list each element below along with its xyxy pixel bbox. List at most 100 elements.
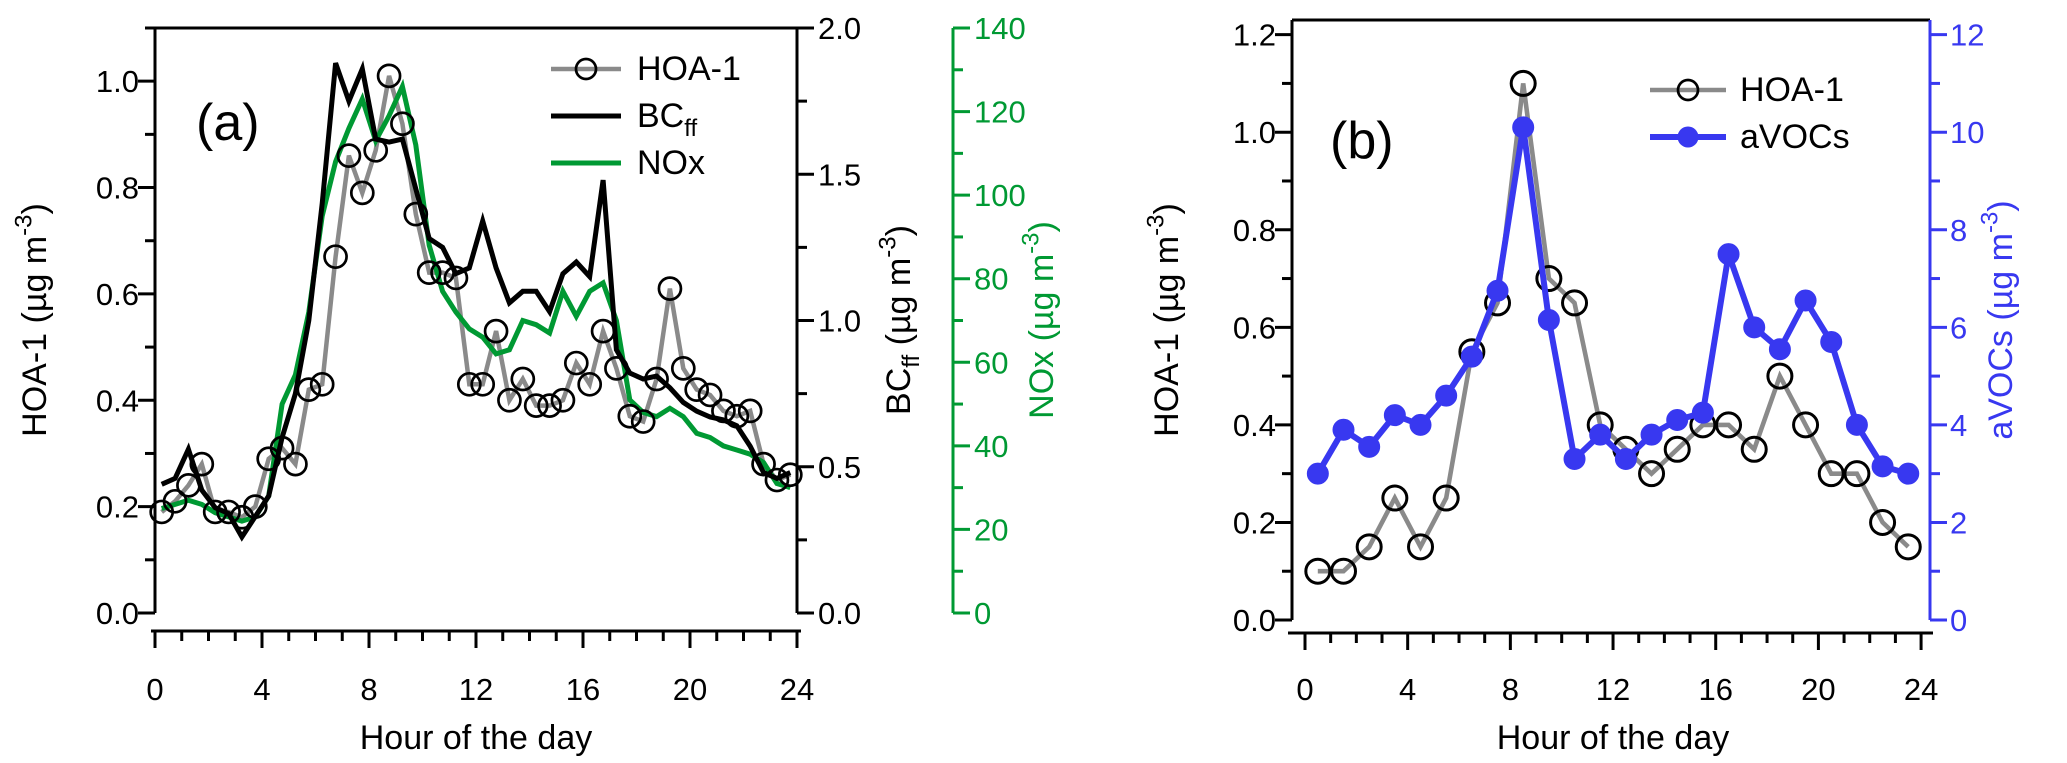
data-point <box>1766 362 1794 390</box>
data-point <box>1537 309 1560 331</box>
panel-a-series-BCff <box>160 60 792 542</box>
tick-label: 1.0 <box>96 64 139 99</box>
x-tick-label: 12 <box>1596 672 1630 707</box>
tick-label: 1.0 <box>1233 115 1276 150</box>
data-point <box>1330 557 1358 585</box>
data-point <box>1509 69 1537 97</box>
tick-label: 0.8 <box>96 171 139 206</box>
data-point <box>617 403 643 429</box>
panel-a-x-axis-title: Hour of the day <box>360 719 592 757</box>
panel-a-axes: 0.0 0.2 0.4 0.6 0.8 1.0 HOA-1 (µg m-3) 0.0 0.5 1.… <box>11 11 1061 631</box>
panel-a-series-HOA-1 <box>160 75 792 520</box>
tick-label: 0.2 <box>96 490 139 525</box>
x-tick-label: 24 <box>1904 672 1938 707</box>
data-point <box>430 260 455 285</box>
data-point <box>1740 435 1768 463</box>
data-point <box>537 393 562 418</box>
legend-filled-circle-icon <box>1677 126 1699 148</box>
data-point <box>323 244 348 270</box>
tick-label: 20 <box>974 512 1008 547</box>
legend-open-circle-icon <box>574 57 598 81</box>
data-point <box>336 143 362 168</box>
panel-a-axis-HOA: 0.0 0.2 0.4 0.6 0.8 1.0 <box>96 26 157 631</box>
legend-label: HOA-1 <box>1740 71 1844 109</box>
data-point <box>1355 533 1383 561</box>
data-point <box>1432 484 1460 512</box>
panel-b-series-HOA-1 <box>1317 83 1910 574</box>
tick-label: 1.5 <box>818 157 861 192</box>
data-point <box>1332 418 1355 441</box>
series-line-HOA-1 <box>1317 83 1910 574</box>
data-point <box>242 494 268 519</box>
panel-a-markers-HOA-1 <box>149 63 803 530</box>
x-tick-label: 16 <box>566 672 600 707</box>
data-point <box>1383 404 1406 427</box>
panel-b-x-axis: 0 4 8 12 16 20 24 Hour of the day <box>1288 631 1938 757</box>
tick-label: 0.8 <box>1233 213 1276 248</box>
data-point <box>590 318 616 344</box>
tick-label: 1.2 <box>1233 18 1276 53</box>
data-point <box>1768 338 1791 361</box>
legend-open-circle-icon <box>1676 78 1700 102</box>
panel-a-axis-title-HOA: HOA-1 (µg m-3) <box>11 203 54 437</box>
data-point <box>657 276 683 301</box>
data-point <box>1561 289 1589 317</box>
data-point <box>724 403 750 429</box>
panel-a-axis-BC: 0.0 0.5 1.0 1.5 2.0 <box>795 11 861 631</box>
panel-b-legend: HOA-1 aVOCs <box>1650 71 1850 156</box>
legend-label: HOA-1 <box>637 50 741 88</box>
tick-label: 0.5 <box>818 450 861 485</box>
x-tick-label: 0 <box>1296 672 1313 707</box>
tick-label: 8 <box>1950 213 1967 248</box>
tick-label: 0.6 <box>1233 310 1276 345</box>
series-line-HOA-1 <box>160 75 792 520</box>
tick-label: 120 <box>974 95 1026 130</box>
tick-label: 2 <box>1950 505 1967 540</box>
data-point <box>202 499 228 525</box>
data-point <box>563 350 589 376</box>
data-point <box>216 499 241 525</box>
data-point <box>751 451 776 477</box>
data-point <box>1843 460 1871 488</box>
panel-b-markers-aVOCs <box>1306 116 1920 485</box>
data-point <box>644 366 669 392</box>
data-point <box>1358 435 1381 458</box>
data-point <box>1381 484 1409 512</box>
data-point <box>1869 508 1897 536</box>
data-point <box>737 398 763 424</box>
data-point <box>1589 423 1612 446</box>
data-point <box>443 265 469 291</box>
data-point <box>1409 413 1432 436</box>
panel-b-label: (b) <box>1330 112 1394 170</box>
tick-label: 4 <box>1950 408 1967 443</box>
tick-label: 0.0 <box>818 596 861 631</box>
data-point <box>1460 345 1483 368</box>
data-point <box>1820 330 1843 353</box>
data-point <box>764 467 790 493</box>
data-point <box>1486 279 1509 302</box>
data-point <box>1638 460 1666 488</box>
data-point <box>470 371 496 397</box>
panel-b-axis-title-aVOC: aVOCs (µg m-3) <box>1977 200 2020 439</box>
data-point <box>697 382 723 408</box>
data-point <box>670 356 696 381</box>
x-tick-label: 24 <box>780 672 814 707</box>
data-point <box>1792 411 1820 439</box>
data-point <box>296 377 322 402</box>
x-tick-label: 4 <box>1399 672 1416 707</box>
data-point <box>1407 533 1435 561</box>
tick-label: 2.0 <box>818 11 861 46</box>
series-line-BCff <box>160 60 792 542</box>
tick-label: 6 <box>1950 310 1967 345</box>
x-tick-label: 0 <box>146 672 163 707</box>
data-point <box>630 409 656 434</box>
data-point <box>1817 460 1845 488</box>
data-point <box>1666 409 1689 431</box>
tick-label: 80 <box>974 262 1008 297</box>
data-point <box>1794 289 1817 312</box>
data-point <box>1640 423 1663 446</box>
data-point <box>684 377 710 402</box>
data-point <box>1894 533 1922 561</box>
